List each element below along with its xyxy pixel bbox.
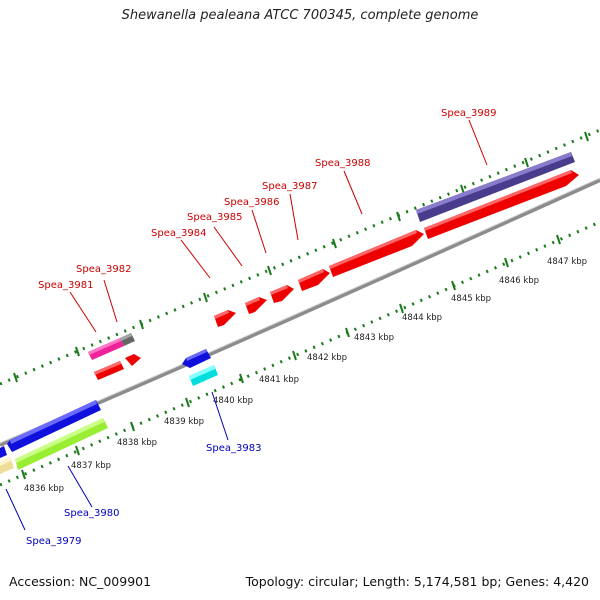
kbp-label-4844: 4844 kbp [402, 313, 442, 323]
label-leaders [5, 119, 488, 531]
gene-spea-3979[interactable] [0, 457, 14, 474]
kbp-label-4846: 4846 kbp [499, 276, 539, 286]
kbp-label-4845: 4845 kbp [451, 294, 491, 304]
gene-label-spea-3980[interactable]: Spea_3980 [64, 508, 119, 519]
kbp-label-4839: 4839 kbp [164, 417, 204, 427]
gene-label-spea-3979[interactable]: Spea_3979 [26, 536, 81, 547]
gene-spea-3985[interactable] [245, 297, 267, 314]
gene-spea-3989[interactable] [416, 152, 575, 222]
gene-label-spea-3982[interactable]: Spea_3982 [76, 264, 131, 275]
kbp-label-4843: 4843 kbp [354, 333, 394, 343]
genome-summary-text: Topology: circular; Length: 5,174,581 bp… [245, 574, 589, 589]
gene-blue-3983-upper[interactable] [182, 349, 211, 368]
gene-spea-3980[interactable] [15, 418, 108, 470]
gene-label-spea-3984[interactable]: Spea_3984 [151, 228, 206, 239]
gene-label-spea-3986[interactable]: Spea_3986 [224, 197, 279, 208]
gene-blue-3980-upper[interactable] [7, 400, 101, 452]
inner-tick-track [0, 220, 600, 487]
gene-spea-3984[interactable] [214, 310, 236, 327]
genome-title: Shewanella pealeana ATCC 700345, complet… [121, 8, 479, 23]
gene-label-spea-3988[interactable]: Spea_3988 [315, 158, 370, 169]
kbp-label-4838: 4838 kbp [117, 438, 157, 448]
outer-tick-track [0, 128, 600, 386]
kbp-label-4837: 4837 kbp [71, 461, 111, 471]
gene-spea-3988[interactable] [329, 230, 424, 277]
gene-label-spea-3985[interactable]: Spea_3985 [187, 212, 242, 223]
gene-spea-3989-red[interactable] [424, 170, 579, 239]
gene-label-spea-3981[interactable]: Spea_3981 [38, 280, 93, 291]
kbp-label-4847: 4847 kbp [547, 257, 587, 267]
kbp-label-4842: 4842 kbp [307, 353, 347, 363]
gene-spea-3986[interactable] [270, 285, 294, 303]
gene-label-spea-3989[interactable]: Spea_3989 [441, 108, 496, 119]
gene-spea-3981[interactable] [88, 338, 124, 360]
kbp-label-4840: 4840 kbp [213, 396, 253, 406]
gene-label-spea-3983[interactable]: Spea_3983 [206, 443, 261, 454]
gene-spea-3982[interactable] [120, 333, 135, 346]
kbp-label-4836: 4836 kbp [24, 484, 64, 494]
gene-red-3981-lower[interactable] [94, 361, 124, 380]
gene-blue-edge[interactable] [0, 446, 7, 458]
gene-label-spea-3987[interactable]: Spea_3987 [262, 181, 317, 192]
gene-spea-3987[interactable] [298, 269, 330, 291]
gene-spea-3983[interactable] [189, 365, 218, 386]
kbp-label-4841: 4841 kbp [259, 375, 299, 385]
gene-red-3982-lower[interactable] [125, 354, 141, 366]
accession-text: Accession: NC_009901 [9, 574, 152, 589]
